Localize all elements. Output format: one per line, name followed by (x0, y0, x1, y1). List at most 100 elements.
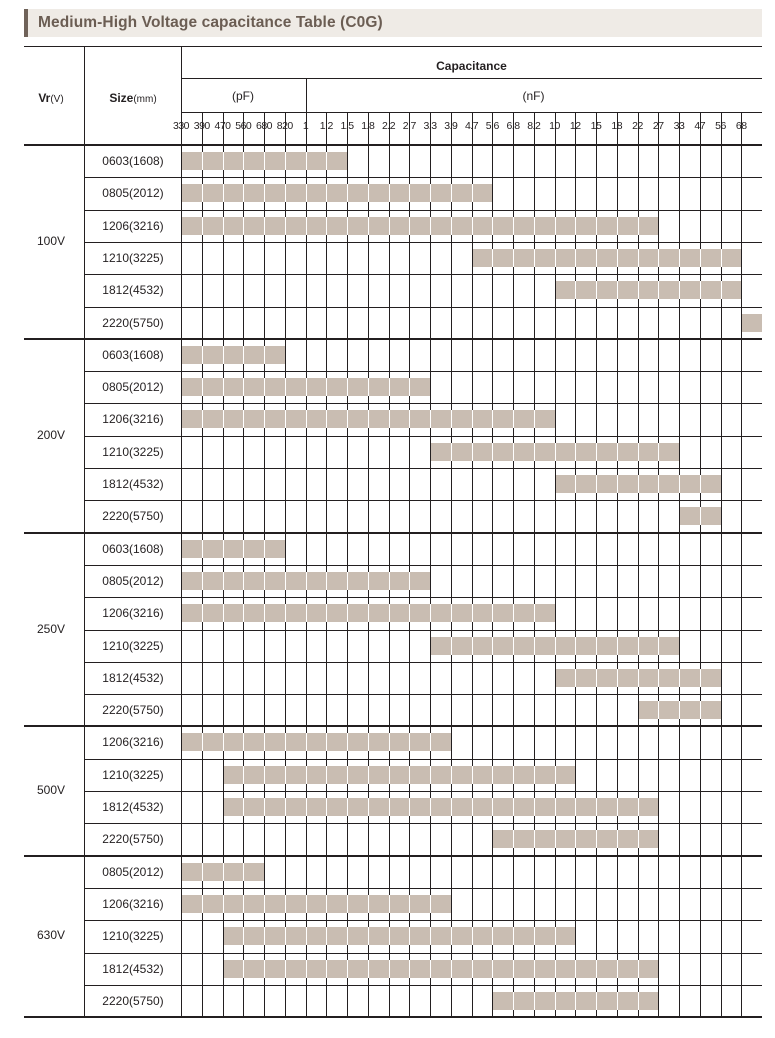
row-separator (84, 500, 762, 502)
bar-segment-divider (326, 410, 328, 429)
bar-segment-divider (616, 668, 618, 687)
bar-segment-divider (409, 410, 411, 429)
bar-segment-divider (367, 733, 369, 752)
bar-segment-divider (471, 410, 473, 429)
bar-segment-divider (720, 248, 722, 267)
bar-segment-divider (554, 959, 556, 978)
bar-segment-divider (450, 442, 452, 461)
row-separator (84, 920, 762, 922)
bar-segment-divider (596, 959, 597, 978)
bar-segment-divider (450, 604, 452, 623)
bar-segment-divider (616, 991, 618, 1010)
bar-segment-divider (264, 604, 265, 623)
bar-segment-divider (513, 410, 514, 429)
size-label: 2220(5750) (102, 993, 164, 1008)
capacitance-label: Capacitance (436, 59, 507, 73)
bar-segment-divider (388, 959, 390, 978)
bar-segment-divider (596, 798, 597, 816)
bar-segment-divider (554, 765, 556, 784)
row-separator (84, 209, 762, 211)
column-tick-label: 330 (172, 120, 190, 132)
bar-segment-divider (284, 184, 286, 203)
row-separator (84, 468, 762, 469)
bar-segment-divider (326, 798, 328, 816)
vr-header: Vr(V) (28, 91, 74, 105)
bar-segment-divider (201, 862, 203, 881)
capacitance-bar (555, 281, 742, 300)
bar-segment-divider (658, 668, 660, 687)
row-separator (84, 177, 762, 179)
size-label: 1812(4532) (102, 477, 164, 491)
bar-segment-divider (596, 636, 597, 655)
size-cap-divider (181, 46, 182, 1018)
row-separator (84, 984, 762, 986)
bar-segment-divider (450, 216, 452, 235)
bar-segment-divider (533, 927, 535, 946)
bar-segment-divider (616, 216, 618, 235)
bar-segment-divider (658, 636, 660, 655)
size-label: Size (109, 91, 134, 105)
bar-segment-divider (243, 184, 245, 203)
column-gridline (741, 112, 743, 1018)
capacitance-bar (493, 830, 659, 849)
size-label: 1206(3216) (102, 218, 164, 233)
bar-segment-divider (284, 798, 286, 816)
bar-segment-divider (658, 701, 660, 720)
row-separator (84, 887, 762, 889)
size-label: 1210(3225) (102, 444, 164, 459)
capacitance-bar (555, 475, 721, 493)
bar-segment-divider (554, 991, 556, 1010)
row-separator (84, 661, 762, 663)
column-gridline (243, 112, 245, 1018)
bar-segment-divider (388, 733, 390, 752)
column-gridline (575, 112, 577, 1018)
bar-segment-divider (284, 152, 286, 170)
bar-segment-divider (409, 378, 411, 397)
bar-segment-divider (388, 894, 390, 913)
row-separator (84, 564, 762, 566)
bar-segment-divider (305, 733, 307, 752)
bar-segment-divider (409, 604, 411, 623)
column-gridline (222, 112, 224, 1018)
size-label: 0805(2012) (102, 186, 164, 201)
bar-segment-divider (264, 345, 265, 364)
bar-segment-divider (699, 701, 701, 720)
bar-segment-divider (430, 733, 431, 752)
size-label: 1210(3225) (102, 638, 164, 653)
bar-segment-divider (243, 571, 245, 590)
vr-size-divider (84, 46, 85, 1018)
size-header: Size(mm) (85, 91, 181, 105)
vr-unit: (V) (50, 94, 64, 105)
bar-segment-divider (554, 798, 556, 816)
bar-segment-divider (575, 668, 577, 687)
bar-segment-divider (222, 345, 224, 364)
bar-segment-divider (492, 959, 494, 978)
column-gridline (513, 112, 514, 1018)
size-label: 1206(3216) (102, 735, 164, 750)
bar-segment-divider (616, 830, 618, 849)
bar-segment-divider (284, 765, 286, 784)
bar-segment-divider (243, 604, 245, 623)
capacitance-bar (638, 701, 721, 720)
bar-segment-divider (264, 184, 265, 203)
bar-segment-divider (409, 927, 411, 946)
row-separator (84, 306, 762, 308)
group-separator (24, 337, 762, 340)
bar-segment-divider (492, 216, 494, 235)
bar-segment-divider (471, 216, 473, 235)
column-gridline (492, 112, 494, 1018)
bar-segment-divider (533, 216, 535, 235)
bar-segment-divider (201, 152, 203, 170)
column-gridline (533, 112, 535, 1018)
bar-segment-divider (305, 410, 307, 429)
bar-segment-divider (409, 571, 411, 590)
bar-segment-divider (367, 959, 369, 978)
bar-segment-divider (243, 410, 245, 429)
bar-segment-divider (243, 152, 245, 170)
bar-segment-divider (264, 733, 265, 752)
bar-segment-divider (347, 765, 348, 784)
bar-segment-divider (616, 442, 618, 461)
bar-segment-divider (513, 959, 514, 978)
bar-segment-divider (367, 604, 369, 623)
bar-segment-divider (409, 216, 411, 235)
